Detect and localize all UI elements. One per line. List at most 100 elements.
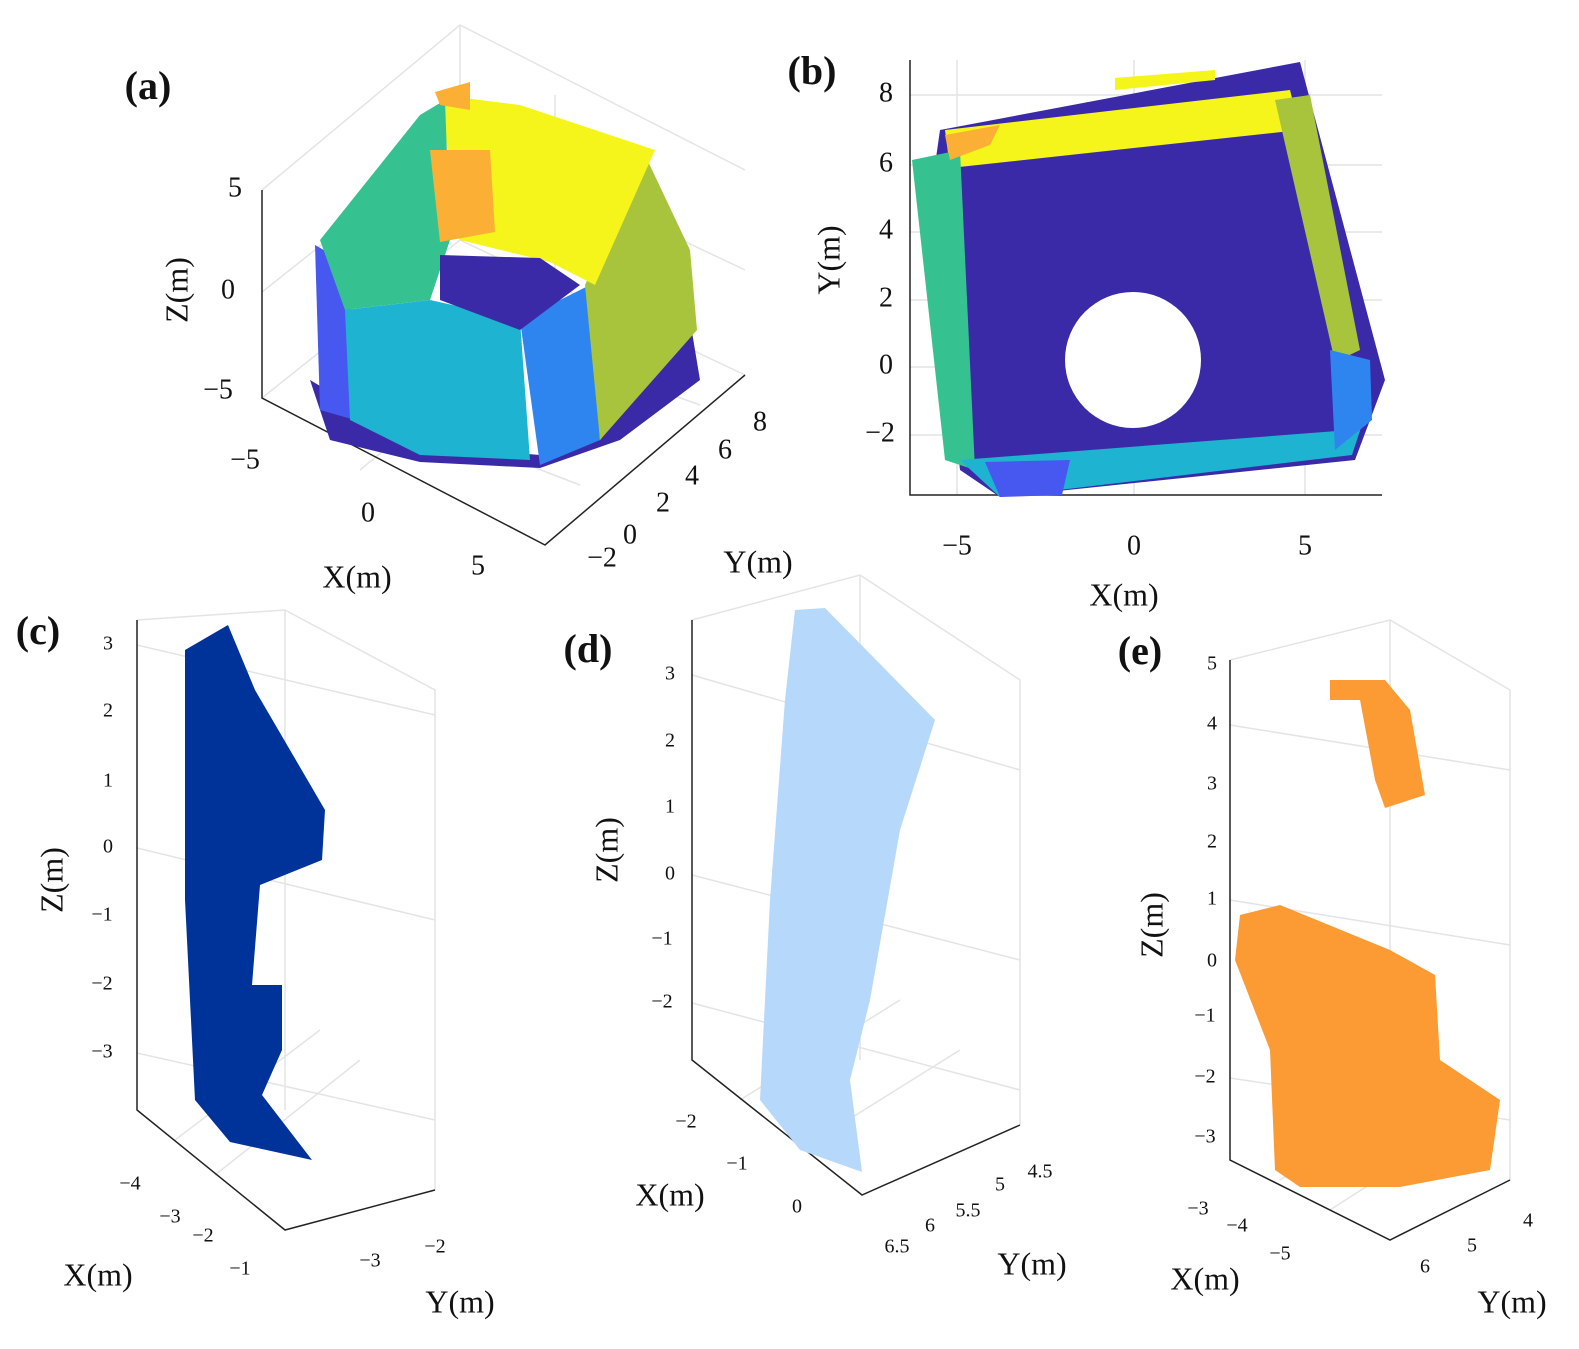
cloud <box>945 125 1000 160</box>
axis-title: Y(m) <box>810 225 846 294</box>
axes <box>691 620 1021 1196</box>
grid <box>136 609 436 1190</box>
tick-label: 0 <box>221 274 235 305</box>
tick-label: 5.5 <box>956 1200 981 1222</box>
axis-title: Y(m) <box>1477 1283 1546 1319</box>
tick-label: −2 <box>1194 1066 1215 1088</box>
axis-title: Z(m) <box>33 847 69 913</box>
cloud <box>430 150 495 242</box>
tick-label: −5 <box>942 530 972 561</box>
tick-label: 2 <box>665 730 675 752</box>
axis-title: X(m) <box>635 1176 704 1212</box>
tick-label: 0 <box>1127 530 1141 561</box>
cloud <box>945 90 1300 168</box>
panel-c-graphics <box>136 609 436 1231</box>
tick-label: 4 <box>1207 713 1217 735</box>
tick-label: −4 <box>1226 1215 1247 1237</box>
tick-label: −3 <box>1194 1126 1215 1148</box>
tick-label: −1 <box>726 1153 747 1175</box>
axis-title: Y(m) <box>425 1283 494 1319</box>
tick-label: 2 <box>656 487 670 518</box>
tick-label: −5 <box>203 374 233 405</box>
tick-label: 4.5 <box>1028 1161 1053 1183</box>
axis-title: Z(m) <box>1133 892 1169 958</box>
panel-label: (a) <box>125 63 172 108</box>
cloud <box>435 82 470 110</box>
axes <box>136 620 436 1231</box>
tick-label: 0 <box>665 863 675 885</box>
cloud <box>1115 70 1215 90</box>
cloud <box>440 95 655 285</box>
tick-label: 1 <box>665 796 675 818</box>
tick-label: −1 <box>229 1258 250 1280</box>
tick-label: −3 <box>91 1041 112 1063</box>
tick-label: −2 <box>651 991 672 1013</box>
panel-label: (b) <box>788 48 837 93</box>
tick-label: 0 <box>361 497 375 528</box>
panel-label: (e) <box>1118 628 1162 673</box>
tick-label: 3 <box>1207 773 1217 795</box>
axis-title: X(m) <box>322 558 391 594</box>
tick-label: −2 <box>424 1236 445 1258</box>
tick-label: 4 <box>1523 1210 1533 1232</box>
axis-title: X(m) <box>1089 576 1158 612</box>
tick-label: 0 <box>623 519 637 550</box>
panel-a-graphics <box>261 24 746 546</box>
tick-label: 6 <box>879 147 893 178</box>
tick-label: 6 <box>718 434 732 465</box>
tick-label: 2 <box>1207 831 1217 853</box>
tick-label: 0 <box>1207 950 1217 972</box>
tick-label: 4 <box>879 214 893 245</box>
tick-label: 2 <box>879 282 893 313</box>
cloud <box>320 100 450 310</box>
tick-label: 0 <box>879 349 893 380</box>
panel-e-graphics <box>1229 619 1511 1241</box>
axes <box>1229 660 1511 1241</box>
tick-label: 4 <box>685 460 699 491</box>
tick-label: −5 <box>1269 1243 1290 1265</box>
cloud <box>930 62 1385 497</box>
tick-label: 1 <box>1207 888 1217 910</box>
tick-label: −3 <box>159 1206 180 1228</box>
cloud <box>1330 680 1425 808</box>
tick-label: −1 <box>651 928 672 950</box>
cloud <box>1275 95 1360 362</box>
tick-label: −2 <box>192 1225 213 1247</box>
tick-label: −5 <box>230 444 260 475</box>
tick-label: 5 <box>995 1174 1005 1196</box>
tick-label: 1 <box>103 770 113 792</box>
cloud <box>1235 905 1500 1187</box>
tick-label: 5 <box>1207 653 1217 675</box>
tick-label: −3 <box>1187 1198 1208 1220</box>
axis-title: X(m) <box>1170 1260 1239 1296</box>
tick-label: 6 <box>1420 1256 1430 1278</box>
tick-label: 5 <box>1467 1235 1477 1257</box>
tick-label: 6 <box>925 1215 935 1237</box>
tick-label: 8 <box>879 77 893 108</box>
axes <box>909 60 1382 496</box>
cloud <box>985 460 1070 497</box>
tick-label: −3 <box>359 1250 380 1272</box>
panel-label: (d) <box>564 626 613 671</box>
cloud <box>185 625 325 1160</box>
tick-label: −2 <box>91 973 112 995</box>
tick-label: 5 <box>471 550 485 581</box>
tick-label: −2 <box>865 417 895 448</box>
tick-label: 0 <box>792 1196 802 1218</box>
panel-b-graphics <box>909 60 1385 497</box>
tick-label: −4 <box>119 1173 140 1195</box>
cloud <box>440 255 580 330</box>
panel-d-graphics <box>691 574 1021 1196</box>
tick-label: 2 <box>103 700 113 722</box>
axes <box>261 190 746 546</box>
cloud <box>912 150 975 470</box>
tick-label: 5 <box>1298 530 1312 561</box>
tick-label: −1 <box>91 904 112 926</box>
hole <box>1065 292 1201 428</box>
tick-label: 5 <box>228 172 242 203</box>
tick-label: −2 <box>675 1111 696 1133</box>
cloud <box>1330 350 1372 450</box>
tick-label: 3 <box>665 663 675 685</box>
axis-title: Y(m) <box>723 543 792 579</box>
